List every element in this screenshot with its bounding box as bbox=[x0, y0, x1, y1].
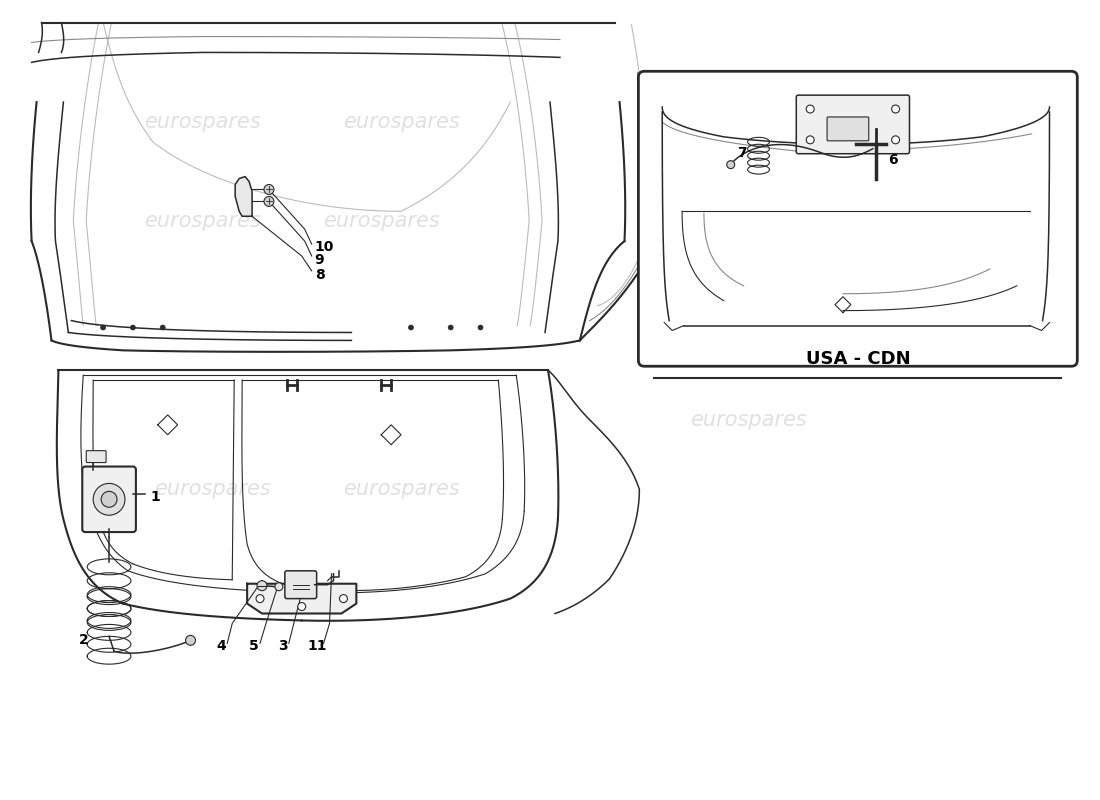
Circle shape bbox=[340, 594, 348, 602]
Circle shape bbox=[94, 483, 125, 515]
FancyBboxPatch shape bbox=[827, 117, 869, 141]
Text: eurospares: eurospares bbox=[154, 479, 271, 499]
Text: eurospares: eurospares bbox=[144, 112, 261, 132]
Text: eurospares: eurospares bbox=[322, 211, 440, 231]
Circle shape bbox=[257, 581, 267, 590]
Circle shape bbox=[101, 491, 117, 507]
Circle shape bbox=[892, 136, 900, 144]
Circle shape bbox=[256, 594, 264, 602]
Circle shape bbox=[448, 325, 453, 330]
FancyBboxPatch shape bbox=[796, 95, 910, 154]
Circle shape bbox=[100, 325, 106, 330]
Circle shape bbox=[727, 161, 735, 169]
Polygon shape bbox=[54, 370, 560, 621]
Text: 4: 4 bbox=[217, 639, 227, 654]
Text: 7: 7 bbox=[737, 146, 746, 160]
Text: eurospares: eurospares bbox=[343, 112, 460, 132]
Text: 3: 3 bbox=[278, 639, 288, 654]
Text: 8: 8 bbox=[315, 268, 324, 282]
Circle shape bbox=[275, 582, 283, 590]
Circle shape bbox=[264, 197, 274, 206]
Text: eurospares: eurospares bbox=[144, 211, 261, 231]
FancyBboxPatch shape bbox=[285, 571, 317, 598]
Text: eurospares: eurospares bbox=[690, 410, 807, 430]
Text: 2: 2 bbox=[79, 634, 89, 647]
Text: 6: 6 bbox=[888, 153, 898, 166]
Text: eurospares: eurospares bbox=[770, 231, 887, 251]
Text: 9: 9 bbox=[315, 253, 324, 267]
FancyBboxPatch shape bbox=[86, 450, 106, 462]
Text: 10: 10 bbox=[315, 240, 334, 254]
Circle shape bbox=[186, 635, 196, 646]
Circle shape bbox=[161, 325, 165, 330]
FancyBboxPatch shape bbox=[82, 466, 136, 532]
Circle shape bbox=[408, 325, 414, 330]
Circle shape bbox=[806, 136, 814, 144]
Text: eurospares: eurospares bbox=[343, 479, 460, 499]
Circle shape bbox=[131, 325, 135, 330]
Polygon shape bbox=[235, 177, 252, 216]
Circle shape bbox=[478, 325, 483, 330]
Text: 1: 1 bbox=[151, 490, 161, 504]
Circle shape bbox=[298, 602, 306, 610]
Circle shape bbox=[264, 185, 274, 194]
Circle shape bbox=[806, 105, 814, 113]
FancyBboxPatch shape bbox=[638, 71, 1077, 366]
Text: 11: 11 bbox=[308, 639, 328, 654]
Polygon shape bbox=[248, 584, 356, 614]
Circle shape bbox=[892, 105, 900, 113]
Text: USA - CDN: USA - CDN bbox=[805, 350, 910, 368]
Text: 5: 5 bbox=[250, 639, 258, 654]
